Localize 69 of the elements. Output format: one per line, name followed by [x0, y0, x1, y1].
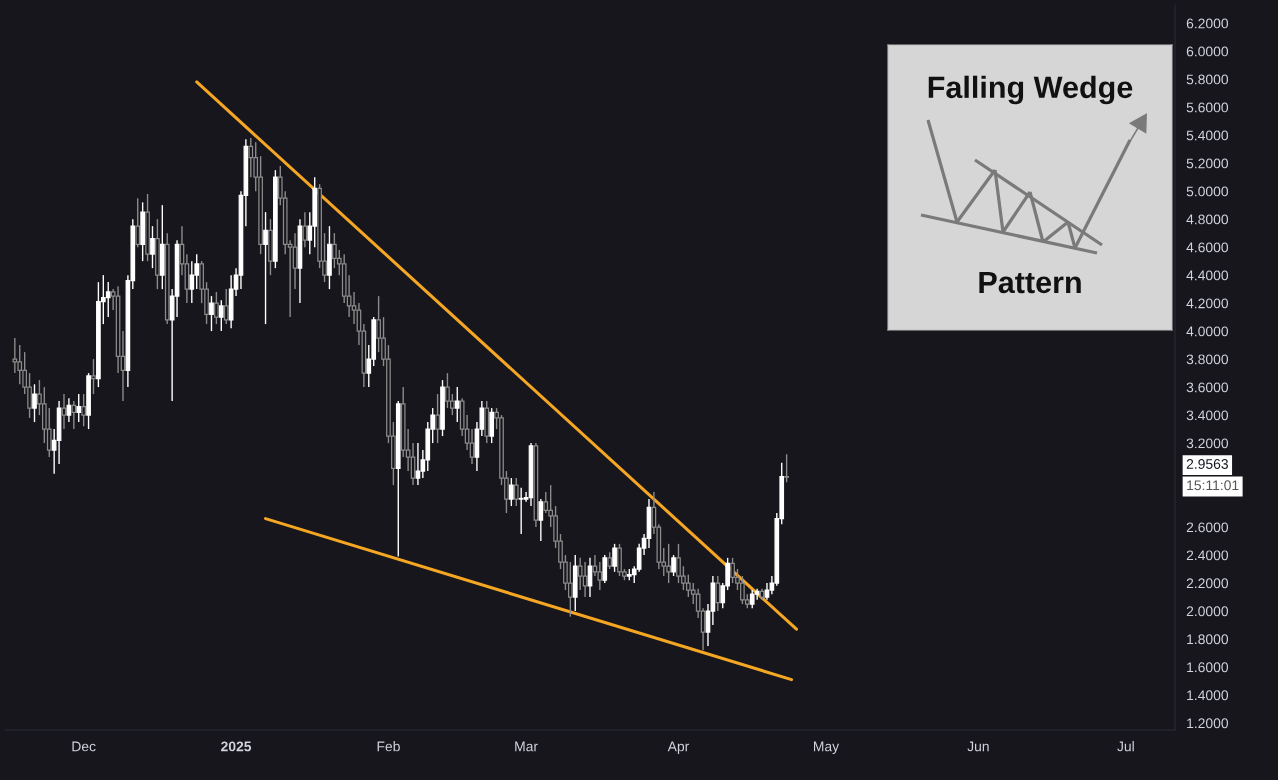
candlestick: [567, 561, 573, 618]
candlestick: [223, 288, 229, 325]
y-tick-label: 5.8000: [1186, 74, 1229, 85]
y-tick-label: 4.4000: [1186, 270, 1229, 281]
candlestick: [150, 225, 155, 269]
x-tick-label: 2025: [221, 741, 252, 752]
candlestick: [71, 400, 77, 430]
y-tick-label: 4.2000: [1186, 298, 1229, 309]
candlestick: [135, 197, 141, 248]
candlestick: [454, 386, 460, 423]
candlestick: [538, 498, 544, 542]
y-tick-label: 2.2000: [1186, 578, 1229, 589]
candlestick: [248, 137, 254, 178]
candlestick: [671, 554, 676, 577]
x-tick-label: May: [813, 741, 840, 755]
x-tick-label: Jul: [1117, 741, 1134, 752]
candlestick: [91, 358, 96, 395]
y-tick-label: 1.4000: [1187, 690, 1229, 701]
y-tick-label: 2.6000: [1186, 522, 1229, 533]
candlestick: [218, 299, 224, 332]
y-tick-label: 5.0000: [1186, 186, 1229, 197]
text: 15:11:01: [1187, 480, 1239, 491]
y-tick-label: 2.0000: [1186, 606, 1229, 617]
candlestick: [612, 543, 617, 573]
candlestick: [189, 260, 195, 304]
y-tick-label: 5.2000: [1186, 158, 1229, 169]
candlestick: [469, 428, 475, 465]
candlestick: [715, 575, 721, 612]
y-tick-label: 4.8000: [1186, 214, 1229, 225]
candlestick: [209, 295, 214, 332]
y-tick-label: 3.8000: [1186, 354, 1229, 365]
candlestick: [76, 393, 82, 423]
y-tick-label: 3.4000: [1186, 410, 1229, 421]
y-tick-label: 3.6000: [1186, 382, 1229, 393]
text: 2.9563: [1186, 459, 1228, 469]
candlestick: [518, 487, 524, 535]
y-tick-label: 1.2000: [1187, 718, 1229, 729]
x-tick-label: Mar: [515, 741, 538, 752]
candlestick: [508, 477, 514, 507]
y-tick-label: 5.4000: [1186, 130, 1229, 141]
candlestick: [32, 383, 37, 423]
y-tick-label: 5.6000: [1186, 102, 1229, 113]
candlestick: [602, 554, 608, 584]
candlestick: [81, 393, 87, 427]
candlestick: [61, 393, 67, 430]
y-tick-label: 4.6000: [1186, 242, 1229, 253]
candlestick: [489, 407, 495, 444]
y-tick-label: 4.0000: [1186, 326, 1229, 337]
x-tick-label: Feb: [377, 741, 400, 752]
y-tick-label: 2.4000: [1186, 550, 1229, 561]
candlestick: [415, 442, 421, 486]
candlestick: [105, 281, 111, 318]
candlestick: [435, 393, 440, 444]
y-tick-label: 1.6000: [1187, 662, 1229, 673]
y-tick-label: 3.2000: [1186, 438, 1229, 449]
candlestick: [214, 291, 219, 325]
y-tick-label: 6.0000: [1186, 46, 1229, 57]
y-tick-label: 1.8000: [1187, 634, 1229, 645]
candlestick: [302, 211, 308, 248]
x-tick-label: Apr: [667, 741, 690, 755]
candlestick: [263, 211, 268, 325]
candlestick: [513, 477, 519, 507]
y-tick-label: 6.2000: [1186, 18, 1229, 29]
candlestick: [784, 453, 789, 483]
candlestick: [46, 407, 52, 458]
x-tick-label: Jun: [967, 741, 989, 752]
candlestick: [543, 491, 549, 514]
candlestick: [12, 337, 18, 374]
x-tick-label: Dec: [72, 741, 96, 752]
